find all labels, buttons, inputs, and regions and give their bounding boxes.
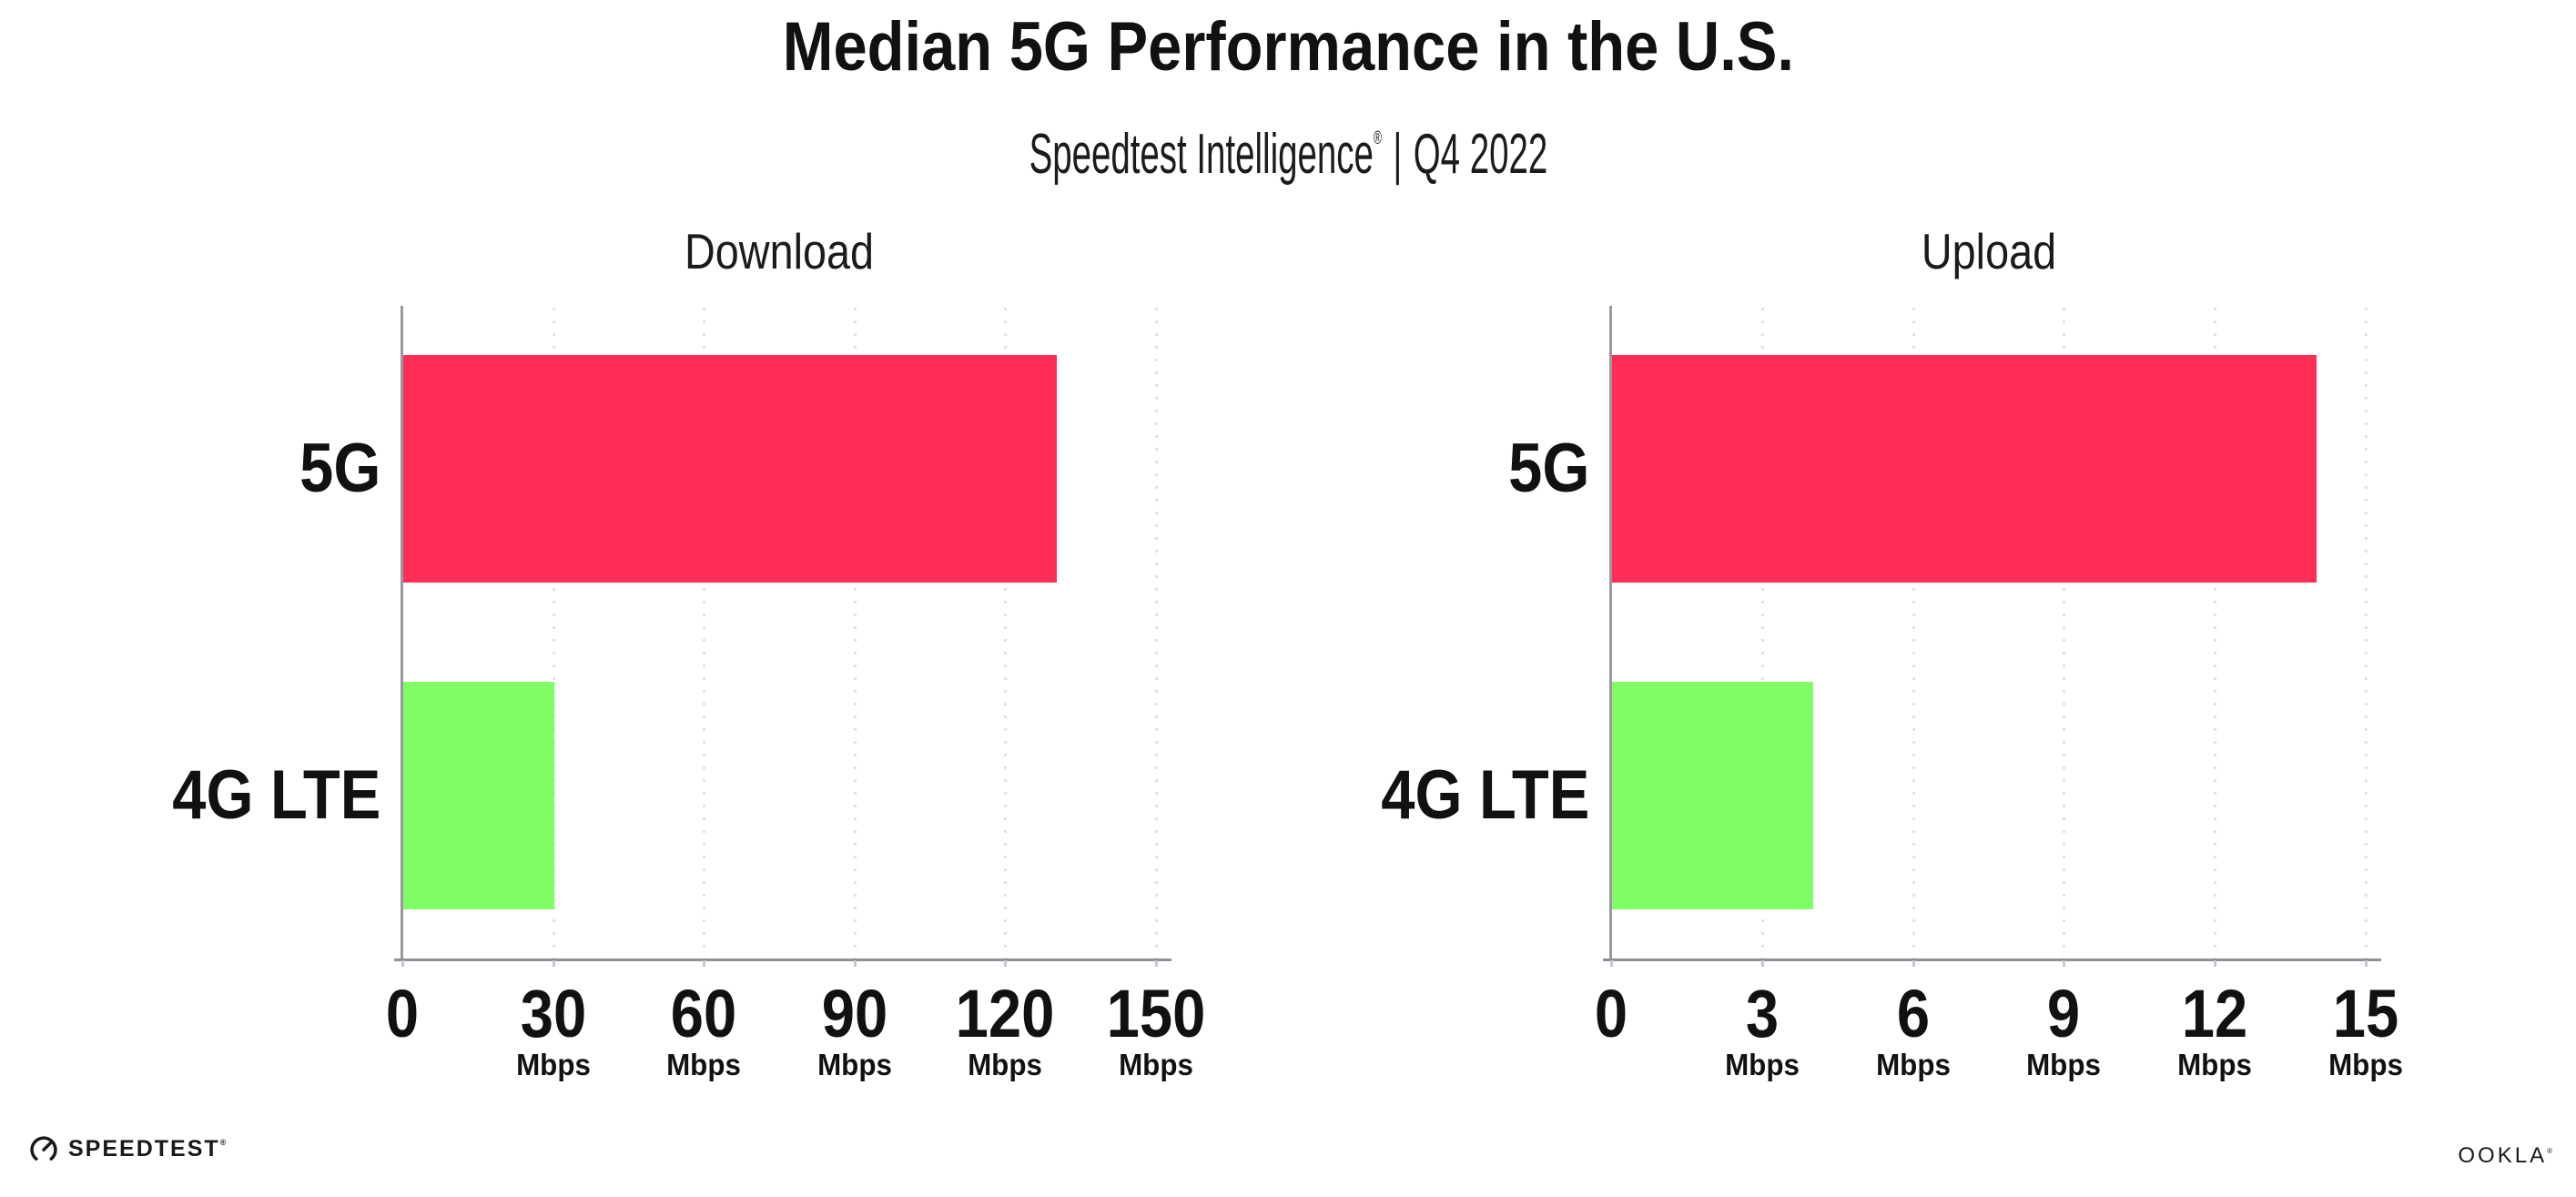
tick-unit-label-90: Mbps [816,1048,892,1081]
subtitle-period: Q4 2022 [1413,123,1547,186]
tick-label-90: 90 [821,976,888,1051]
tick-unit-label-3: Mbps [1724,1048,1800,1081]
upload-plot-area [1603,306,2381,961]
gridline-30-mbps [552,308,555,959]
tick-mark-150 [1155,960,1158,967]
tick-label-150: 150 [1106,976,1206,1051]
page-subtitle: Speedtest Intelligence® | Q4 2022 [0,107,2576,186]
tick-mark-6 [1912,960,1915,967]
tick-unit-label-12: Mbps [2177,1048,2253,1081]
category-label-4g-lte: 4G LTE [1380,756,1589,834]
tick-label-0: 0 [1594,976,1628,1051]
chart-title-download: Download [685,223,874,279]
tick-mark-0 [1610,960,1613,967]
gridline-3-mbps [1760,308,1764,959]
category-label-4g-lte: 4G LTE [171,756,380,834]
tick-mark-0 [401,960,404,967]
speedtest-registered-mark: ® [219,1137,227,1147]
gridline-60-mbps [703,308,706,959]
x-axis-baseline [1603,959,2381,961]
tick-label-3: 3 [1745,976,1779,1051]
category-label-5g: 5G [299,430,380,508]
registered-mark: ® [1373,128,1382,148]
tick-label-120: 120 [956,976,1055,1051]
tick-label-30: 30 [520,976,586,1051]
tick-unit-label-150: Mbps [1119,1048,1193,1081]
subtitle-separator: | [1392,123,1402,186]
bar-4g-lte-upload [1612,681,1814,909]
speedtest-logo: SPEEDTEST® [27,1132,226,1165]
tick-unit-label-60: Mbps [666,1048,742,1081]
tick-unit-label-6: Mbps [1875,1048,1951,1081]
tick-label-9: 9 [2047,976,2081,1051]
category-label-5g: 5G [1507,430,1589,508]
ookla-registered-mark: ® [2547,1147,2552,1155]
subtitle-brand: Speedtest Intelligence [1029,123,1374,186]
bar-5g-download [403,355,1057,583]
chart-title-upload: Upload [1921,223,2056,279]
speedtest-gauge-icon [30,1136,57,1163]
gridline-9-mbps [2063,308,2066,959]
tick-mark-15 [2365,960,2368,967]
page-title: Median 5G Performance in the U.S. [782,8,1794,86]
ookla-logo: OOKLA® [2458,1143,2552,1169]
gridline-15-mbps [2365,308,2368,959]
gridline-90-mbps [853,308,857,959]
tick-unit-label-120: Mbps [968,1048,1043,1081]
tick-mark-3 [1760,960,1764,967]
tick-label-12: 12 [2181,976,2248,1051]
y-axis [1609,306,1612,959]
tick-unit-label-30: Mbps [515,1048,591,1081]
tick-label-60: 60 [670,976,737,1051]
bar-4g-lte-download [403,681,554,909]
tick-label-15: 15 [2332,976,2399,1051]
tick-label-0: 0 [385,976,420,1051]
bar-5g-upload [1612,355,2317,583]
tick-mark-12 [2214,960,2217,967]
tick-mark-30 [552,960,555,967]
ookla-wordmark: OOKLA [2458,1143,2548,1168]
gridline-12-mbps [2214,308,2217,959]
y-axis [401,306,403,959]
tick-label-6: 6 [1896,976,1930,1051]
tick-mark-120 [1004,960,1008,967]
tick-unit-label-9: Mbps [2026,1048,2102,1081]
gridline-120-mbps [1004,308,1008,959]
tick-mark-90 [853,960,857,967]
gridline-6-mbps [1912,308,1915,959]
speedtest-wordmark: SPEEDTEST® [68,1135,227,1161]
x-axis-baseline [394,959,1171,961]
tick-unit-label-15: Mbps [2328,1048,2403,1081]
tick-mark-60 [703,960,706,967]
download-plot-area [394,306,1171,961]
tick-mark-9 [2063,960,2066,967]
gridline-150-mbps [1155,308,1158,959]
